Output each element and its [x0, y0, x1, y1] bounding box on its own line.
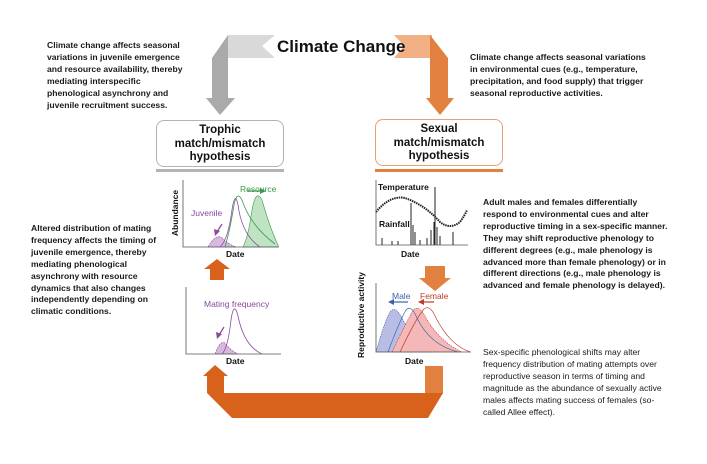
box-line: Trophic — [199, 124, 241, 136]
up-arrow — [204, 259, 230, 280]
mating-series-label: Mating frequency — [204, 299, 270, 309]
box-line: hypothesis — [408, 150, 470, 162]
top-left-text: Climate change affects seasonal variatio… — [47, 40, 183, 110]
temperature-label: Temperature — [378, 182, 429, 192]
reproductive-xlabel: Date — [405, 356, 424, 366]
abundance-chart — [182, 180, 279, 248]
reproductive-activity-chart — [375, 283, 471, 353]
down-arrow — [419, 266, 451, 291]
middle-right-text: Adult males and females differentially r… — [483, 197, 668, 291]
female-label: Female — [420, 291, 449, 301]
gray-flag-arrow — [228, 35, 275, 58]
box-line: match/mismatch — [174, 137, 266, 150]
trophic-underline — [156, 169, 284, 172]
sexual-underline — [375, 169, 503, 172]
orange-down-arrow — [426, 35, 454, 115]
loop-arrow — [203, 365, 443, 418]
abundance-xlabel: Date — [226, 249, 245, 259]
orange-flag-arrow — [394, 35, 432, 58]
gray-down-arrow — [206, 35, 235, 115]
resource-label: Resource — [240, 184, 277, 194]
box-line: hypothesis — [189, 151, 251, 163]
rainfall-label: Rainfall — [379, 219, 410, 229]
juvenile-label: Juvenile — [191, 208, 223, 218]
sexual-hypothesis-box: Sexual match/mismatch hypothesis — [375, 119, 503, 166]
trophic-hypothesis-box: Trophic match/mismatch hypothesis — [156, 120, 284, 167]
male-label: Male — [392, 291, 411, 301]
climate-change-title: Climate Change — [277, 37, 406, 56]
mating-xlabel: Date — [226, 356, 245, 366]
abundance-ylabel: Abundance — [170, 189, 181, 237]
mating-frequency-chart — [185, 287, 281, 355]
box-line: match/mismatch — [393, 136, 485, 149]
reproductive-ylabel: Reproductive activity — [355, 272, 366, 358]
box-line: Sexual — [420, 123, 458, 135]
environment-xlabel: Date — [401, 249, 420, 259]
middle-left-text: Altered distribution of mating frequency… — [31, 223, 157, 317]
bottom-right-text: Sex-specific phenological shifts may alt… — [483, 347, 662, 417]
loop-arrow-start — [425, 366, 443, 394]
top-right-text: Climate change affects seasonal variatio… — [470, 52, 646, 98]
environment-chart — [375, 180, 468, 246]
